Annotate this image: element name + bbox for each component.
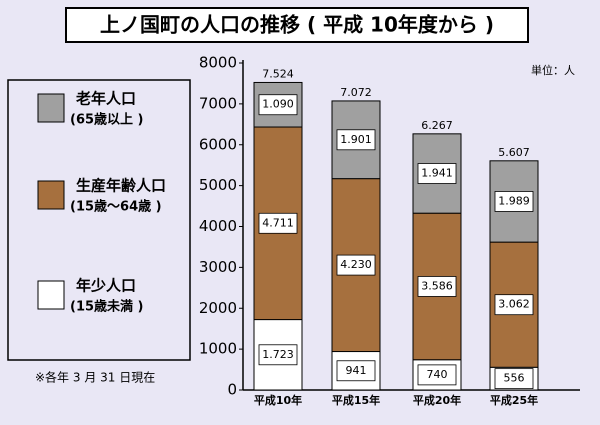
value-label: 4.230	[340, 258, 372, 271]
x-tick-label: 平成10年	[254, 393, 302, 407]
total-label: 7.072	[340, 86, 372, 99]
total-label: 7.524	[262, 67, 294, 80]
legend-swatch	[37, 93, 65, 123]
value-label-box	[494, 294, 534, 316]
value-label-box	[258, 344, 298, 366]
value-label-box	[258, 94, 298, 116]
legend-box	[7, 79, 191, 361]
value-label: 1.090	[262, 98, 294, 111]
value-label-box	[258, 212, 298, 234]
value-label-box	[417, 163, 457, 184]
y-tick-label: 0	[227, 381, 237, 399]
y-tick-label: 1000	[199, 340, 237, 358]
legend-note: (15歳未満 )	[70, 299, 144, 315]
x-tick-label: 平成15年	[332, 393, 380, 407]
legend-label: 年少人口	[76, 277, 136, 295]
value-label: 3.062	[498, 298, 530, 311]
value-label-box	[336, 129, 376, 151]
value-label: 941	[346, 364, 367, 377]
value-label: 3.586	[421, 279, 453, 292]
legend-note: (15歳〜64歳 )	[70, 199, 162, 215]
x-tick-label: 平成25年	[490, 393, 538, 407]
note: ※各年 3 月 31 日現在	[35, 370, 155, 385]
y-tick-label: 4000	[199, 217, 237, 235]
x-tick-label: 平成20年	[413, 393, 461, 407]
value-label-box	[417, 276, 457, 297]
value-label: 4.711	[262, 216, 294, 229]
value-label: 740	[427, 368, 448, 381]
value-label-box	[336, 254, 376, 276]
value-label: 1.941	[421, 167, 453, 180]
unit-label: 単位：人	[531, 63, 575, 77]
value-label-box	[494, 368, 534, 390]
value-label: 1.989	[498, 194, 530, 207]
legend-note: (65歳以上 )	[70, 112, 144, 128]
title-box	[65, 7, 529, 43]
chart-title: 上ノ国町の人口の推移 ( 平成 10年度から )	[100, 13, 494, 37]
y-tick-label: 3000	[199, 258, 237, 276]
value-label: 556	[504, 372, 525, 385]
y-tick-label: 6000	[199, 135, 237, 153]
y-tick-label: 5000	[199, 176, 237, 194]
value-label-box	[494, 191, 534, 212]
total-label: 5.607	[498, 146, 530, 159]
value-label-box	[417, 364, 457, 386]
value-label: 1.723	[262, 348, 294, 361]
y-tick-label: 8000	[199, 54, 237, 72]
y-tick-label: 2000	[199, 299, 237, 317]
legend-label: 生産年齢人口	[76, 177, 166, 195]
legend-swatch	[37, 280, 65, 310]
value-label: 1.901	[340, 133, 372, 146]
value-label-box	[336, 360, 376, 382]
total-label: 6.267	[421, 119, 453, 132]
legend-swatch	[37, 180, 65, 210]
legend-label: 老年人口	[75, 90, 136, 108]
y-tick-label: 7000	[199, 94, 237, 112]
